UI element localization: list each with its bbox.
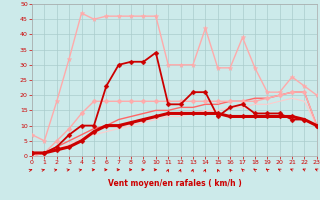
X-axis label: Vent moyen/en rafales ( km/h ): Vent moyen/en rafales ( km/h )	[108, 179, 241, 188]
